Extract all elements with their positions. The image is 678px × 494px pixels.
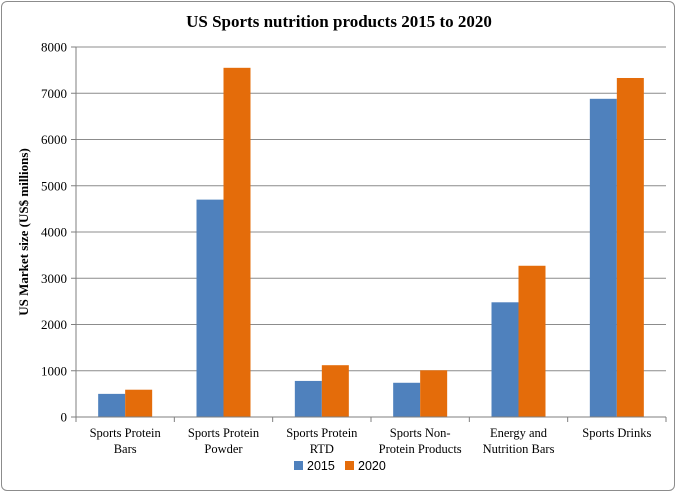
bar-2015: [294, 380, 322, 417]
bar-2020: [616, 77, 644, 418]
bar-2020: [518, 265, 546, 417]
x-tick-label: Sports Protein: [286, 426, 358, 440]
y-tick-label: 1000: [41, 363, 67, 378]
y-tick-label: 8000: [41, 40, 67, 55]
x-tick-label: Sports Non-: [390, 426, 451, 440]
x-tick-label: RTD: [310, 442, 334, 456]
y-tick-label: 6000: [41, 132, 67, 147]
bar-2020: [420, 370, 448, 417]
y-axis-label: US Market size (US$ millions): [16, 148, 31, 316]
bar-2015: [98, 393, 126, 417]
x-tick-label: Sports Protein: [90, 426, 162, 440]
y-tick-label: 4000: [41, 225, 67, 240]
axes: 0 1000 2000 3000 4000 5000 6000 7000 8000 Sports …: [41, 40, 667, 456]
legend-swatch-2015: [294, 461, 303, 470]
y-tick-label: 0: [61, 410, 68, 425]
gridlines: [76, 46, 666, 372]
x-tick-label: Bars: [114, 442, 137, 456]
x-tick-label: Powder: [204, 442, 243, 456]
bar-2015: [589, 98, 617, 418]
y-tick-label: 5000: [41, 178, 67, 193]
x-tick-label: Sports Protein: [188, 426, 260, 440]
bars: [98, 67, 644, 418]
y-tick-label: 3000: [41, 271, 67, 286]
x-tick-label: Nutrition Bars: [483, 442, 555, 456]
x-tick-label: Energy and: [490, 426, 548, 440]
legend-label-2020: 2020: [358, 459, 386, 473]
x-tick-label: Protein Products: [379, 442, 462, 456]
bar-2020: [125, 389, 153, 417]
chart-title: US Sports nutrition products 2015 to 202…: [186, 12, 492, 31]
y-tick-label: 7000: [41, 86, 67, 101]
bar-2015: [196, 199, 224, 417]
legend-swatch-2020: [345, 461, 354, 470]
bar-2020: [321, 365, 349, 417]
bar-2020: [223, 67, 251, 417]
legend-label-2015: 2015: [307, 459, 335, 473]
bar-2015: [491, 302, 519, 417]
x-tick-label: Sports Drinks: [582, 426, 651, 440]
legend: 2015 2020: [294, 459, 386, 473]
y-tick-label: 2000: [41, 317, 67, 332]
bar-2015: [393, 382, 421, 417]
